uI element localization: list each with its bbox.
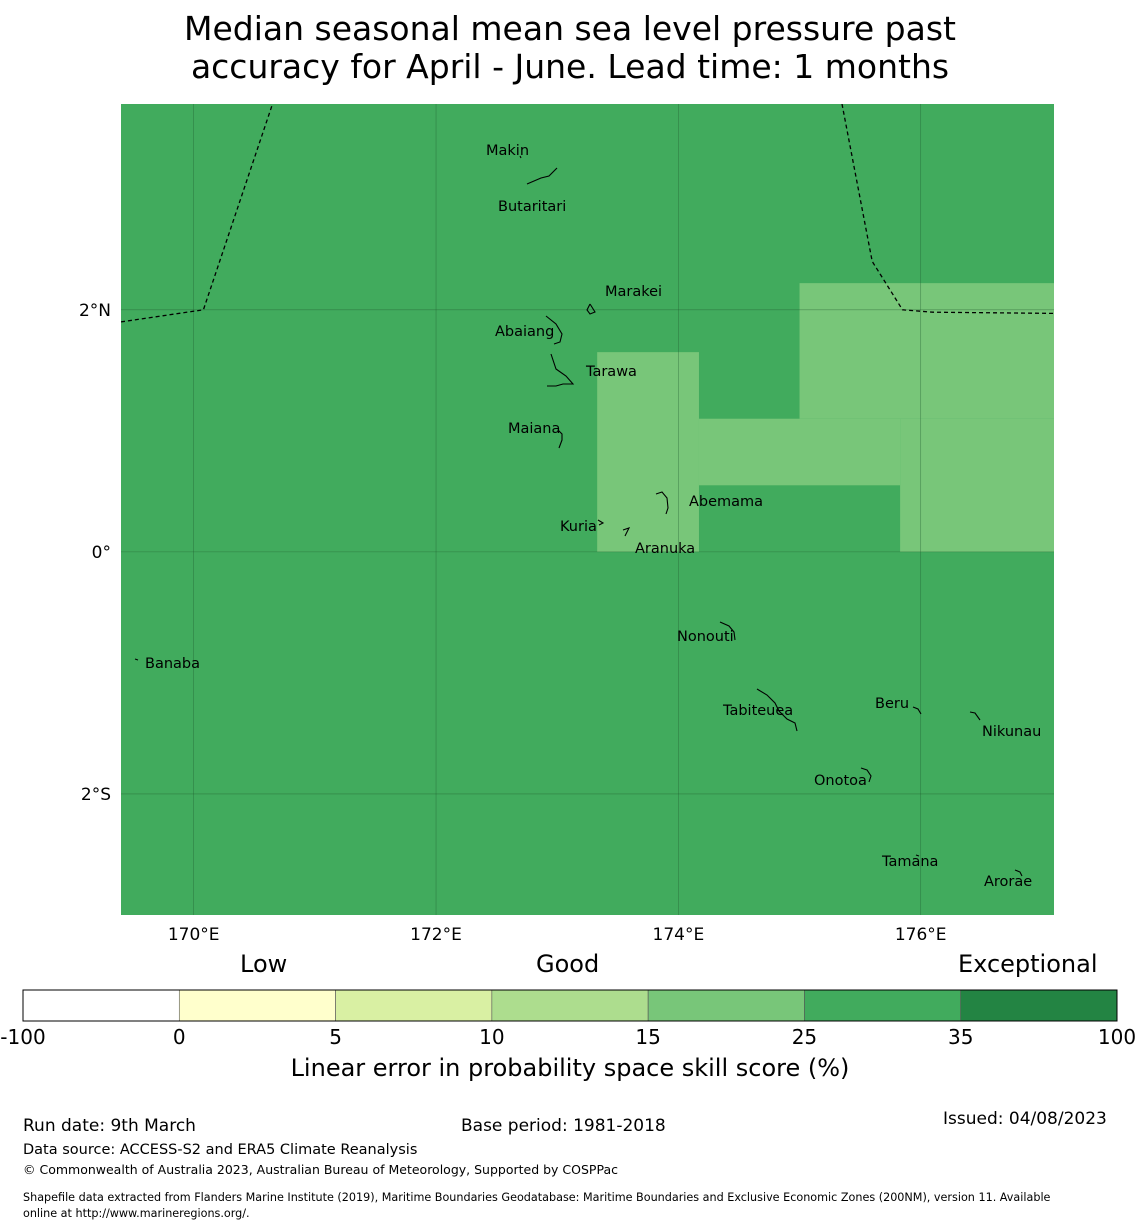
island-label: Makin [486, 143, 529, 159]
y-tick-label: 2°N [79, 301, 111, 321]
x-tick-label: 172°E [410, 925, 462, 945]
island-outline [547, 353, 575, 387]
colorbar-tick-label: 10 [479, 1025, 504, 1049]
island-label: Maiana [508, 421, 560, 437]
island-label: Nikunau [982, 724, 1041, 740]
colorbar-segment [335, 989, 493, 1022]
skill-cell-2 [799, 283, 1054, 419]
x-tick-label: 174°E [653, 925, 705, 945]
island-outline [526, 167, 558, 185]
island-label: Tarawa [585, 364, 637, 380]
island-label: Onotoa [814, 773, 867, 789]
colorbar-segment [647, 989, 805, 1022]
island-outline [969, 711, 981, 721]
island-outline [557, 429, 563, 449]
colorbar-tick-label: 100 [1098, 1025, 1136, 1049]
skill-cell-1 [698, 418, 901, 486]
colorbar-label-good: Good [536, 950, 600, 978]
island-label: Aranuka [635, 541, 695, 557]
colorbar-tick-label: 35 [948, 1025, 973, 1049]
run-date: Run date: 9th March [23, 1116, 196, 1136]
island-label: Abaiang [495, 324, 554, 340]
colorbar-segment [22, 989, 180, 1022]
skill-cell-3 [900, 418, 1054, 552]
chart-title: Median seasonal mean sea level pressure … [0, 10, 1140, 86]
island-label: Marakei [605, 284, 662, 300]
island-outline [860, 767, 872, 783]
colorbar-frame [22, 989, 1118, 1022]
island-label: Tabiteuea [722, 703, 793, 719]
island-outline [1014, 869, 1023, 877]
island-outline [622, 527, 631, 537]
skill-cell-0 [597, 352, 699, 552]
island-outline [756, 688, 798, 732]
island-outline [586, 303, 596, 315]
shapefile-credit-line-1: Shapefile data extracted from Flanders M… [23, 1191, 1051, 1204]
eez-boundary-line [841, 104, 1054, 315]
colorbar-label-exceptional: Exceptional [958, 950, 1098, 978]
map-background [121, 104, 1054, 915]
island-label: Tamana [881, 854, 938, 870]
y-tick-label: 0° [92, 543, 111, 563]
y-tick-label: 2°S [81, 785, 111, 805]
x-tick-label: 176°E [895, 925, 947, 945]
colorbar-segment [178, 989, 336, 1022]
colorbar-label-low: Low [240, 950, 288, 978]
island-outline [519, 155, 522, 159]
island-outline [655, 491, 669, 515]
colorbar-title: Linear error in probability space skill … [290, 1054, 850, 1082]
island-outline [915, 854, 920, 857]
island-label: Nonouti [677, 629, 734, 645]
title-line-1: Median seasonal mean sea level pressure … [184, 9, 956, 48]
island-label: Banaba [145, 656, 200, 672]
data-source: Data source: ACCESS-S2 and ERA5 Climate … [23, 1142, 418, 1158]
issued-date: Issued: 04/08/2023 [943, 1109, 1107, 1129]
island-outline [597, 519, 605, 526]
copyright-notice: © Commonwealth of Australia 2023, Austra… [23, 1162, 618, 1177]
x-tick-label: 170°E [168, 925, 220, 945]
island-outline [545, 315, 563, 345]
colorbar-segment [804, 989, 962, 1022]
colorbar-segment [491, 989, 649, 1022]
island-label: Abemama [689, 494, 763, 510]
colorbar-tick-label: 5 [329, 1025, 342, 1049]
base-period: Base period: 1981-2018 [461, 1116, 666, 1136]
island-label: Butaritari [498, 199, 566, 215]
shapefile-credit-line-2: online at http://www.marineregions.org/. [23, 1207, 250, 1220]
colorbar-tick-label: 15 [635, 1025, 660, 1049]
island-outline [719, 621, 736, 641]
colorbar-tick-label: 25 [792, 1025, 817, 1049]
colorbar-segment [960, 989, 1118, 1022]
island-label: Beru [875, 696, 909, 712]
colorbar-tick-label: 0 [173, 1025, 186, 1049]
island-label: Arorae [984, 874, 1032, 890]
title-line-2: accuracy for April - June. Lead time: 1 … [190, 47, 950, 86]
colorbar-tick-label: -100 [0, 1025, 45, 1049]
island-outline [912, 706, 922, 715]
island-label: Kuria [560, 519, 597, 535]
island-outline [134, 658, 139, 661]
